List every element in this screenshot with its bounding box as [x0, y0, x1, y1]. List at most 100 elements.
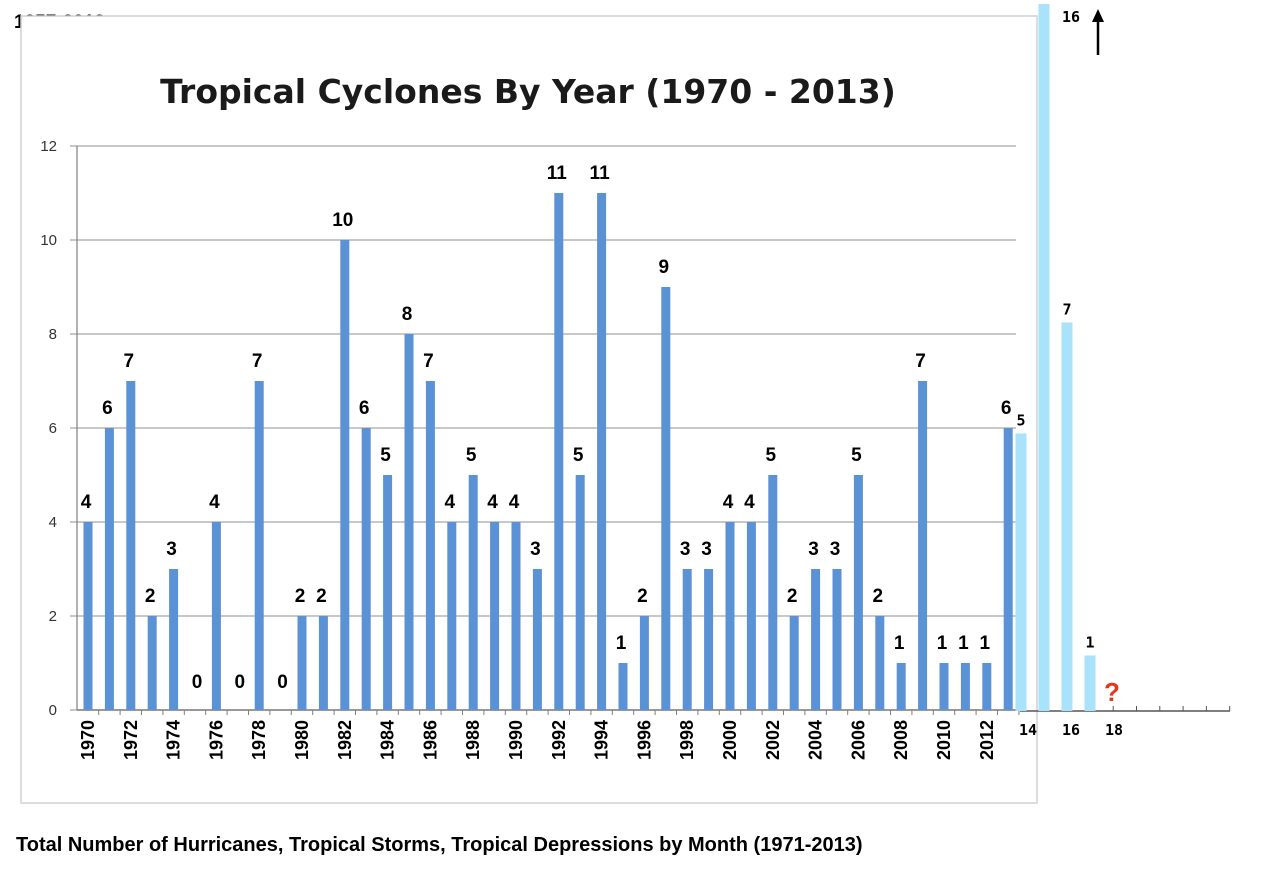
data-label-1990: 4 [509, 492, 520, 513]
bar-1994 [597, 193, 607, 710]
data-label-1984: 5 [380, 445, 391, 466]
bar-1971 [104, 428, 114, 710]
bar-1998 [682, 569, 692, 710]
bar-1995 [618, 663, 628, 710]
data-label-1988: 5 [466, 445, 477, 466]
data-label-2009: 7 [915, 351, 926, 372]
overlay-x-tick-label: 14 [1019, 721, 1037, 739]
data-label-2012: 1 [980, 633, 991, 654]
bar-1972 [126, 381, 136, 710]
y-tick-label: 12 [40, 138, 57, 155]
bar-1999 [704, 569, 714, 710]
overlay-bar-15 [1038, 4, 1050, 711]
bar-2010 [939, 663, 949, 710]
data-label-1985: 8 [402, 304, 413, 325]
data-label-2005: 3 [830, 539, 841, 560]
bar-1988 [468, 475, 478, 710]
data-label-1970: 4 [81, 492, 92, 513]
data-label-1996: 2 [637, 586, 648, 607]
bar-1980 [297, 616, 307, 710]
x-tick-label: 1970 [78, 720, 98, 760]
chart-title: Tropical Cyclones By Year (1970 - 2013) [160, 72, 896, 111]
data-label-1973: 2 [145, 586, 156, 607]
data-label-2006: 5 [851, 445, 862, 466]
x-tick-label: 1978 [249, 720, 269, 760]
data-label-1987: 4 [445, 492, 456, 513]
x-tick-label: 1982 [335, 720, 355, 760]
chart-frame [20, 15, 1038, 804]
data-label-1998: 3 [680, 539, 691, 560]
y-tick-label: 6 [49, 420, 57, 437]
data-label-2011: 1 [958, 633, 969, 654]
bar-1989 [490, 522, 500, 710]
bar-2005 [832, 569, 842, 710]
bar-1983 [361, 428, 371, 710]
bar-2000 [725, 522, 735, 710]
x-tick-label: 1992 [549, 720, 569, 760]
bottom-caption: Total Number of Hurricanes, Tropical Sto… [16, 834, 863, 856]
data-label-2007: 2 [873, 586, 884, 607]
bar-2011 [960, 663, 970, 710]
overlay-data-label-17: 1 [1085, 634, 1094, 652]
y-axis-ticks: 0 2 4 6 8 10 12 [40, 138, 57, 719]
y-tick-label: 10 [40, 232, 57, 249]
up-arrow-icon [1092, 9, 1104, 55]
overlay-data-label-15: 16 [1062, 8, 1080, 26]
overlay-data-label-16: 7 [1062, 301, 1071, 319]
overlay-bar-16 [1061, 322, 1073, 711]
x-tick-label: 2012 [977, 720, 997, 760]
x-tick-label: 1990 [506, 720, 526, 760]
bar-1993 [575, 475, 585, 710]
y-tick-label: 8 [49, 326, 57, 343]
data-label-1994: 11 [590, 163, 611, 184]
data-label-1993: 5 [573, 445, 584, 466]
data-label-1997: 9 [659, 257, 670, 278]
bar-1984 [383, 475, 393, 710]
x-tick-label: 1976 [206, 720, 226, 760]
bar-1986 [425, 381, 435, 710]
data-label-2001: 4 [744, 492, 755, 513]
overlay-bar-17 [1084, 655, 1096, 711]
x-tick-label: 1998 [677, 720, 697, 760]
x-tick-label: 2008 [891, 720, 911, 760]
data-label-2004: 3 [808, 539, 819, 560]
bar-1990 [511, 522, 521, 710]
x-tick-label: 2000 [720, 720, 740, 760]
bar-1985 [404, 334, 414, 710]
data-label-1995: 1 [616, 633, 627, 654]
data-label-1980: 2 [295, 586, 306, 607]
data-label-2003: 2 [787, 586, 798, 607]
data-label-1975: 0 [192, 672, 203, 693]
data-label-1978: 7 [252, 351, 263, 372]
x-tick-label: 1988 [463, 720, 483, 760]
x-tick-label: 2010 [934, 720, 954, 760]
x-tick-label: 1994 [592, 720, 612, 760]
x-tick-label: 2004 [806, 720, 826, 760]
x-tick-label: 2002 [763, 720, 783, 760]
data-label-1983: 6 [359, 398, 370, 419]
bars [83, 193, 1013, 710]
overlay-chart: 5 16 7 1? 14 16 18 [1015, 4, 1231, 739]
data-label-1972: 7 [124, 351, 135, 372]
overlay-bar-14 [1015, 433, 1027, 711]
bar-1973 [147, 616, 157, 710]
x-axis-ticks: 1970 1972 1974 1976 1978 1980 1982 1984 1986 1988… [78, 710, 1020, 760]
x-tick-label: 1996 [634, 720, 654, 760]
bar-1978 [254, 381, 264, 710]
bar-2013 [1003, 428, 1013, 710]
data-label-2013: 6 [1001, 398, 1012, 419]
data-label-1977: 0 [235, 672, 246, 693]
overlay-x-tick-label: 16 [1062, 721, 1080, 739]
data-label-1976: 4 [209, 492, 220, 513]
data-label-1986: 7 [423, 351, 434, 372]
question-mark-annotation: ? [1104, 677, 1120, 707]
data-label-1989: 4 [487, 492, 498, 513]
bar-1970 [83, 522, 93, 710]
data-label-2000: 4 [723, 492, 734, 513]
y-tick-label: 0 [49, 702, 57, 719]
bar-2003 [789, 616, 799, 710]
bar-1996 [639, 616, 649, 710]
bar-1992 [554, 193, 564, 710]
bar-1981 [318, 616, 328, 710]
